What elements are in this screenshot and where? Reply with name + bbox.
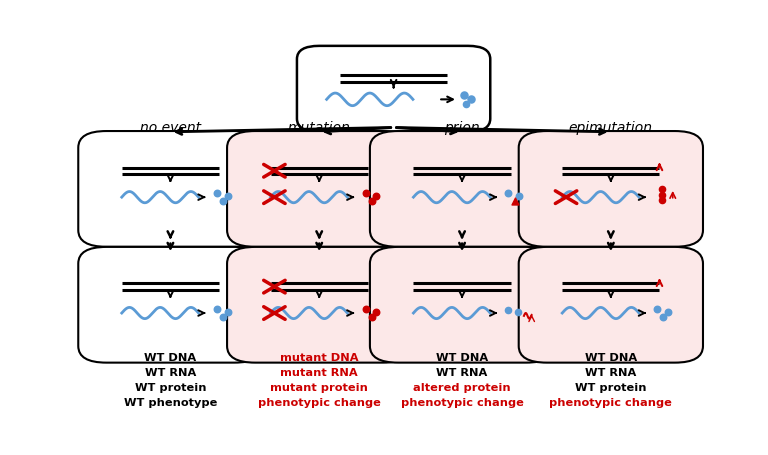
Point (509, 198, 521, 206)
Text: altered protein: altered protein (413, 382, 511, 392)
Text: phenotypic change: phenotypic change (258, 397, 381, 407)
Text: mutant protein: mutant protein (270, 382, 368, 392)
Text: mutant RNA: mutant RNA (280, 367, 358, 377)
Point (502, 306, 515, 313)
Text: epimutation: epimutation (569, 121, 653, 135)
Point (217, 314, 229, 321)
FancyBboxPatch shape (297, 47, 490, 132)
Text: WT DNA: WT DNA (436, 353, 488, 363)
Text: WT RNA: WT RNA (145, 367, 196, 377)
Text: prion: prion (444, 121, 480, 135)
Point (458, 92, 470, 100)
Text: WT RNA: WT RNA (585, 367, 637, 377)
Point (217, 198, 229, 206)
Text: phenotypic change: phenotypic change (401, 397, 524, 407)
Text: mutant DNA: mutant DNA (280, 353, 359, 363)
Point (221, 308, 233, 316)
Point (210, 305, 223, 313)
Point (359, 305, 372, 313)
FancyBboxPatch shape (518, 132, 703, 247)
FancyBboxPatch shape (370, 248, 554, 363)
Text: mutation: mutation (288, 121, 351, 135)
Point (657, 314, 670, 321)
Point (656, 187, 668, 194)
Point (656, 197, 668, 204)
Point (662, 308, 674, 316)
Point (370, 192, 382, 200)
Point (366, 314, 378, 321)
Point (366, 198, 378, 206)
Point (511, 309, 524, 316)
Point (210, 190, 223, 197)
FancyBboxPatch shape (78, 132, 263, 247)
Point (359, 190, 372, 197)
Text: WT protein: WT protein (134, 382, 206, 392)
Text: WT DNA: WT DNA (144, 353, 197, 363)
Point (651, 305, 664, 313)
FancyBboxPatch shape (370, 132, 554, 247)
Point (502, 190, 515, 197)
Point (513, 193, 525, 201)
Point (460, 101, 472, 108)
Text: WT phenotype: WT phenotype (124, 397, 217, 407)
FancyBboxPatch shape (78, 248, 263, 363)
Text: WT RNA: WT RNA (436, 367, 488, 377)
Text: WT protein: WT protein (575, 382, 647, 392)
Point (370, 308, 382, 316)
Point (221, 192, 233, 200)
Point (465, 96, 477, 103)
Text: no event: no event (140, 121, 201, 135)
FancyBboxPatch shape (227, 132, 412, 247)
Text: WT DNA: WT DNA (584, 353, 637, 363)
FancyBboxPatch shape (518, 248, 703, 363)
FancyBboxPatch shape (227, 248, 412, 363)
Text: phenotypic change: phenotypic change (549, 397, 672, 407)
Point (656, 192, 668, 199)
